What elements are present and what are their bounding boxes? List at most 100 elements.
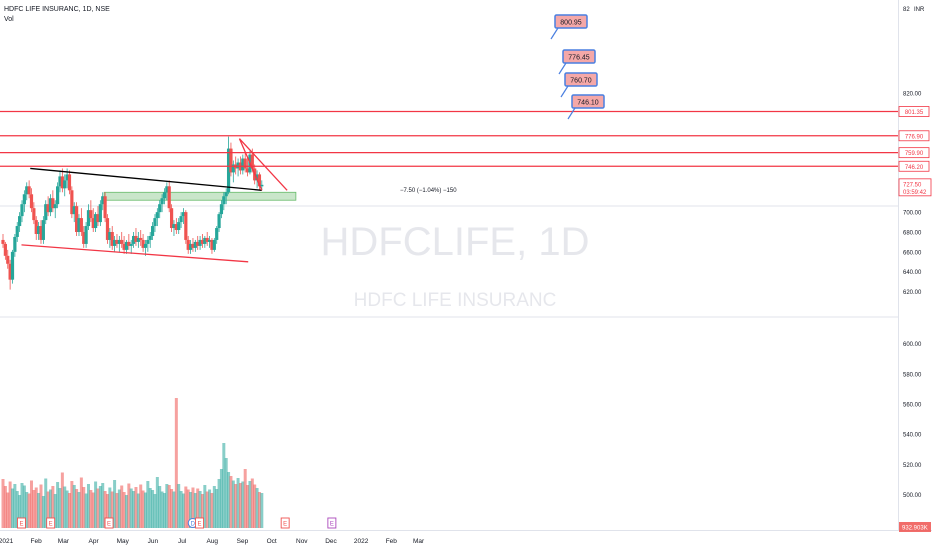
candle-body [3,243,7,256]
volume-bar [82,487,86,528]
candle-body [56,186,60,205]
time-tick-label: Feb [31,538,43,545]
earnings-marker [46,517,56,529]
candle-body [136,237,140,242]
candle-body [167,186,171,209]
candle-body [122,243,126,250]
candle-body [105,218,110,240]
volume-bar [51,486,55,528]
volume-bar [115,493,119,528]
candle-body [196,241,200,246]
volume-bar [18,495,22,528]
candle-body [191,243,195,248]
volume-bar [219,469,223,528]
candle-body [48,198,53,213]
candle-body [108,232,112,240]
price-tick-label: 640.00 [903,270,922,276]
volume-bar [193,493,197,528]
candle-body [82,232,86,244]
event-marker-label: E [49,522,53,528]
volume-bar [151,490,155,528]
candle-body [224,192,228,197]
candle-body [18,216,22,227]
level-callouts: 800.95 776.45 760.70 746.10 [550,14,605,120]
earnings-marker [104,517,114,529]
last-price-countdown: 03:59:42 [903,190,927,196]
candle-body [84,226,88,244]
volume-bar [165,484,169,528]
candle-body [101,196,105,205]
volume-bar [177,484,181,528]
candle-body [1,239,5,244]
candle-body [15,226,19,237]
level-callout-box [554,14,588,29]
candlesticks [1,136,264,290]
volume-bar [120,485,124,528]
price-axis-top-label: 82 [903,7,910,13]
event-marker-label: E [330,522,334,528]
event-marker-label: E [19,522,23,528]
volume-bar [72,485,76,528]
last-volume-tag [899,522,931,532]
volume-bar [236,478,240,528]
level-price-label: 759.90 [905,151,924,157]
volume-bar [75,489,79,528]
time-tick-label: Apr [89,538,100,545]
volume-bar [8,481,12,528]
last-price-tag [898,178,932,197]
time-tick-label: Oct [267,538,277,545]
candle-body [243,158,247,169]
event-marker-label: E [283,522,287,528]
candle-body [8,263,12,280]
volume-bar [44,478,48,528]
volume-bar [186,489,190,528]
time-tick-label: May [117,538,130,545]
volume-tick-label: 560.00 [903,403,922,409]
candle-body [215,228,219,240]
time-tick-label: Nov [296,538,308,545]
volume-bar [234,484,238,528]
candle-body [25,186,29,195]
candle-body [91,218,95,229]
volume-bar [1,479,5,528]
candle-body [174,224,178,231]
volume-tick-label: 520.00 [903,463,922,469]
time-tick-label: Jun [148,538,159,545]
candle-body [236,162,240,169]
candle-body [250,154,254,169]
volume-bar [153,494,157,528]
volume-bar [231,480,235,528]
volume-bar [29,480,33,528]
candle-body [229,148,233,173]
volume-bar [243,469,247,528]
symbol-title: HDFC LIFE INSURANC, 1D, NSE [4,6,110,13]
candle-body [148,235,152,240]
level-price-label: 746.20 [905,165,924,171]
candle-body [219,204,224,215]
volume-bar [77,492,81,528]
time-tick-label: Dec [325,538,337,545]
candle-body [188,243,193,250]
volume-bar [184,486,188,528]
level-callout-box [562,49,596,64]
candle-body [103,196,107,219]
volume-bar [103,491,107,528]
candle-body [67,174,72,191]
candle-body [260,184,264,187]
candle-body [65,174,69,181]
candle-body [131,235,136,244]
candle-body [200,239,205,244]
volume-bar [27,493,31,528]
candle-body [212,239,216,250]
candle-body [143,243,148,248]
volume-bar [196,488,200,528]
time-tick-label: Mar [58,538,70,545]
volume-bar [101,483,105,528]
time-tick-label: 2021 [0,538,14,545]
volume-bar [255,488,259,528]
candle-body [153,218,157,227]
candle-body [177,222,181,231]
drawings [0,110,898,263]
time-tick-label: Mar [413,538,425,545]
